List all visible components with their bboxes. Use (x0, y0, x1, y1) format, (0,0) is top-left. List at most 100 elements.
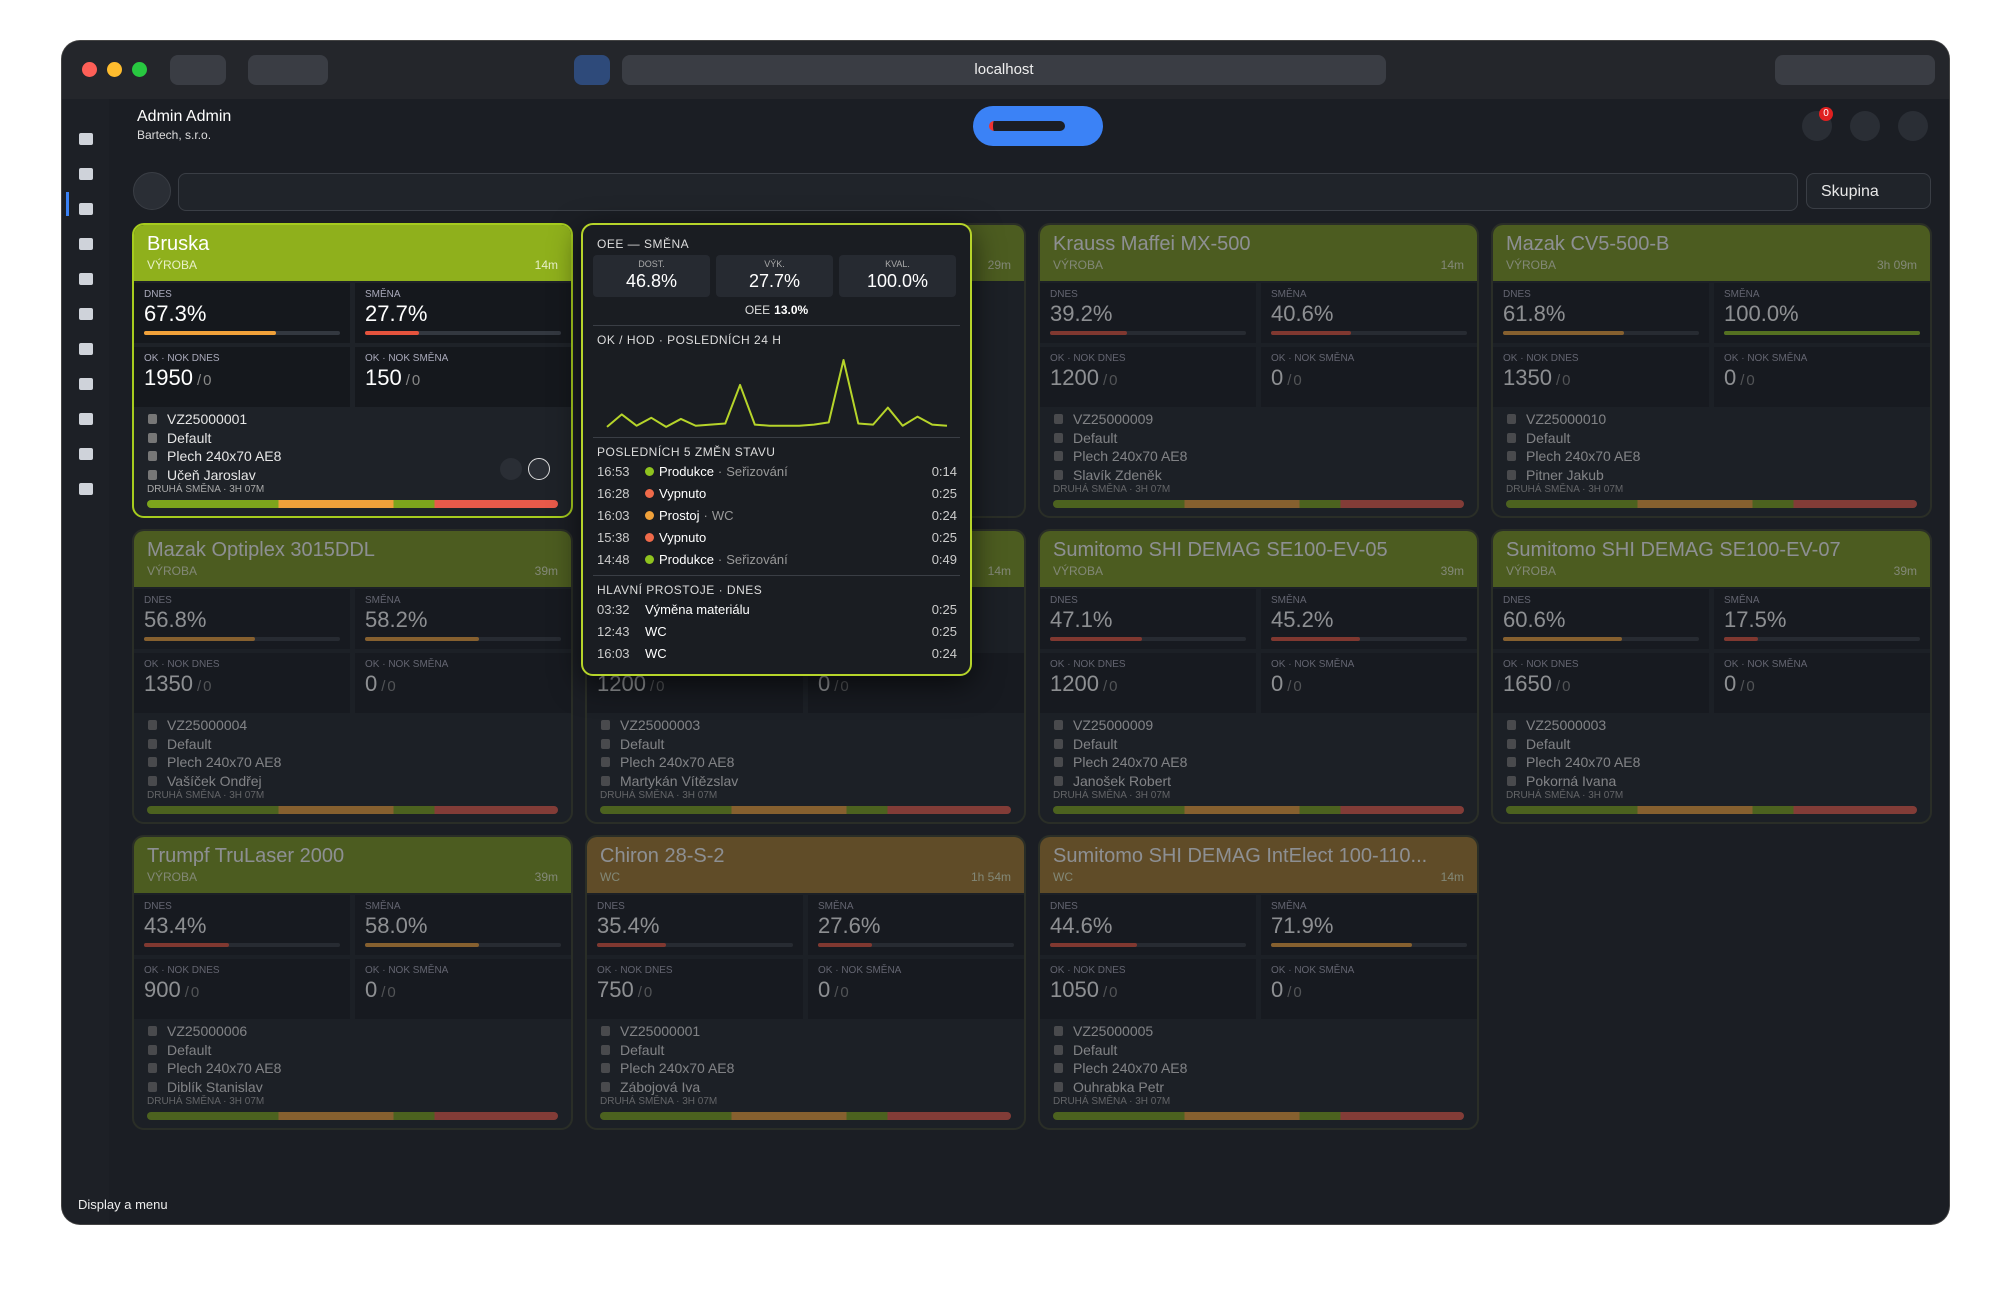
info-text: Martykán Vítězslav (620, 772, 739, 789)
machine-card[interactable]: Sumitomo SHI DEMAG IntElect 100-110... WC… (1038, 835, 1479, 1130)
info-program: Default (148, 430, 211, 446)
sidebar-toggle[interactable] (170, 55, 226, 85)
changes-title: POSLEDNÍCH 5 ZMĚN STAVU (597, 445, 776, 459)
stat-value: 35.4% (597, 913, 660, 938)
count-label: OK · NOK SMĚNA (1271, 353, 1355, 364)
group-select[interactable]: Skupina (1806, 173, 1931, 209)
stat-value: 67.3% (144, 301, 207, 326)
machine-card[interactable]: Sumitomo SHI DEMAG SE100-EV-05 VÝROBA 39m D… (1038, 529, 1479, 824)
stat-cell: SMĚNA 58.0% (355, 895, 571, 955)
nav-icon[interactable] (79, 308, 93, 320)
info-text: VZ25000004 (167, 717, 248, 733)
ok-count: 1350 (1503, 365, 1552, 390)
machine-card[interactable]: Mazak CV5-500-B VÝROBA 3h 09m DNES 61.8% SMĚN… (1491, 223, 1932, 518)
change-state: Produkce · Seřizování (645, 552, 788, 567)
count-label: OK · NOK DNES (1050, 659, 1126, 670)
info-icon (148, 1044, 157, 1055)
info-icon (1054, 414, 1063, 424)
info-text: Slavík Zdeněk (1073, 466, 1162, 483)
count-label: OK · NOK SMĚNA (1724, 659, 1808, 670)
shield-button[interactable] (574, 55, 610, 85)
info-icon (148, 1081, 157, 1092)
nav-icon[interactable] (79, 483, 93, 495)
url-bar[interactable]: localhost (622, 55, 1386, 85)
info-operator: Pitner Jakub (1507, 467, 1604, 483)
info-program: Default (1054, 1042, 1117, 1058)
count-label: OK · NOK SMĚNA (1724, 353, 1808, 364)
stat-cell: SMĚNA 27.7% (355, 283, 571, 343)
divider (593, 325, 960, 326)
state-change: 16:03 Prostoj · WC 0:24 (597, 508, 957, 528)
info-text: Plech 240x70 AE8 (167, 754, 282, 770)
stat-label: DNES (597, 901, 625, 912)
shift-info: DRUHÁ SMĚNA · 3H 07M (1053, 484, 1171, 495)
nav-icon[interactable] (79, 378, 93, 390)
nav-icon[interactable] (79, 343, 93, 355)
nav-icon[interactable] (79, 448, 93, 460)
percent-bar (1724, 331, 1920, 335)
nok-count: 0 (1293, 984, 1302, 1001)
downtime-duration: 0:25 (931, 602, 957, 617)
change-state: Vypnuto (645, 486, 706, 501)
profile-button[interactable] (1850, 111, 1880, 141)
info-text: VZ25000010 (1526, 411, 1607, 427)
separator: · (717, 552, 723, 567)
info-icon (1507, 738, 1516, 749)
downtime-time: 12:43 (597, 624, 630, 639)
notifications-button[interactable]: 0 (1802, 107, 1833, 141)
separator: / (196, 678, 202, 695)
nav-icon[interactable] (79, 273, 93, 285)
count-cell: OK · NOK DNES 1950/0 (134, 347, 350, 407)
filter-select[interactable] (178, 173, 1798, 211)
info-order: VZ25000010 (1507, 411, 1606, 427)
stat-cell: SMĚNA 100.0% (1714, 283, 1930, 343)
zoom-button[interactable] (132, 62, 147, 77)
percent-bar (1050, 943, 1138, 947)
close-button[interactable] (82, 62, 97, 77)
theme-button[interactable] (1898, 111, 1928, 141)
count-value: 1950/0 (144, 365, 211, 391)
nav-icon[interactable] (79, 413, 93, 425)
stat-value: 58.0% (365, 913, 428, 938)
visibility-toggle[interactable] (133, 172, 171, 210)
refresh-button[interactable] (973, 106, 1103, 146)
bar-track (1050, 943, 1246, 947)
info-button[interactable] (528, 458, 550, 480)
nav-icon[interactable] (79, 168, 93, 180)
machine-card[interactable]: Sumitomo SHI DEMAG SE100-EV-07 VÝROBA 39m D… (1491, 529, 1932, 824)
percent-bar (597, 943, 667, 947)
shift-info: DRUHÁ SMĚNA · 3H 07M (1506, 484, 1624, 495)
percent-bar (1271, 331, 1351, 335)
machine-card[interactable]: Krauss Maffei MX-500 VÝROBA 14m DNES 39.2% SM… (1038, 223, 1479, 518)
machine-card[interactable]: Chiron 28-S-2 WC 1h 54m DNES 35.4% SMĚNA 27.6%… (585, 835, 1026, 1130)
downtime: 16:03 WC 0:24 (597, 646, 957, 666)
nav-icon[interactable] (79, 203, 93, 215)
stat-cell: DNES 56.8% (134, 589, 350, 649)
ok-count: 0 (1724, 365, 1737, 390)
card-header: Sumitomo SHI DEMAG SE100-EV-07 VÝROBA 39m (1493, 531, 1930, 587)
machine-name: Sumitomo SHI DEMAG SE100-EV-07 (1506, 539, 1841, 561)
status-duration: 14m (534, 258, 558, 272)
nav-buttons[interactable] (248, 55, 328, 85)
machine-card[interactable]: Trumpf TruLaser 2000 VÝROBA 39m DNES 43.4% SM… (132, 835, 573, 1130)
count-label: OK · NOK SMĚNA (365, 965, 449, 976)
browser-actions[interactable] (1775, 55, 1935, 85)
state-name: Vypnuto (659, 530, 707, 545)
stat-label: SMĚNA (1724, 289, 1760, 300)
minimize-button[interactable] (107, 62, 122, 77)
stat-cell: DNES 43.4% (134, 895, 350, 955)
state-name: Vypnuto (659, 486, 707, 501)
separator: / (834, 678, 839, 695)
ok-count: 0 (365, 671, 378, 696)
card-header: Krauss Maffei MX-500 VÝROBA 14m (1040, 225, 1477, 281)
nav-icon[interactable] (79, 238, 93, 250)
count-value: 900/0 (144, 977, 199, 1003)
machine-card[interactable]: Bruska VÝROBA 14m DNES 67.3% SMĚNA 27.7% OK · N… (132, 223, 573, 518)
percent-bar (1050, 637, 1143, 641)
machine-card[interactable]: Mazak Optiplex 3015DDL VÝROBA 39m DNES 56.8%… (132, 529, 573, 824)
trend-button[interactable] (500, 458, 522, 480)
state-name: Produkce (659, 552, 714, 567)
nav-icon[interactable] (79, 133, 93, 145)
